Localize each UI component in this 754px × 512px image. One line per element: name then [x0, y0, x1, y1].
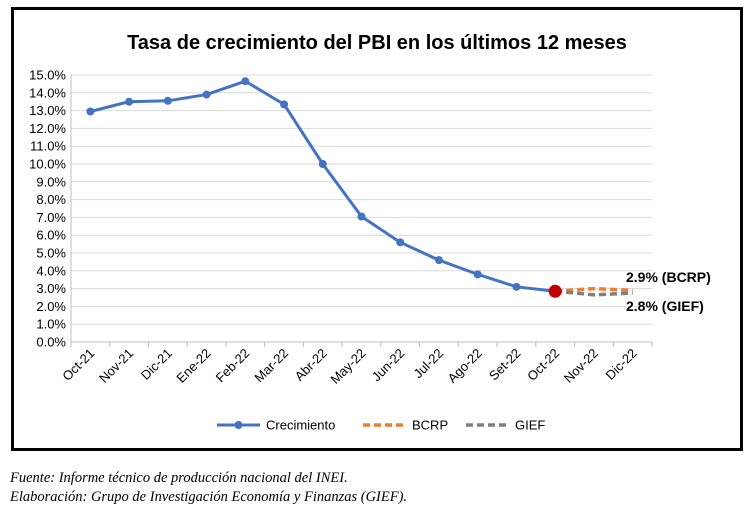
y-tick-label: 11.0%	[30, 139, 66, 154]
y-tick-label: 2.0%	[36, 299, 66, 314]
x-tick-label: Oct-22	[524, 346, 562, 384]
y-tick-label: 7.0%	[36, 210, 66, 225]
x-tick-label: Nov-22	[561, 346, 601, 386]
data-point	[163, 96, 172, 105]
x-tick-label: Abr-22	[292, 346, 330, 384]
data-point	[125, 97, 134, 106]
y-axis: 0.0% 1.0% 2.0% 3.0% 4.0% 5.0% 6.0% 7.0% 8.0% 9.0%…	[29, 68, 652, 350]
x-tick-label: Mar-22	[251, 346, 291, 386]
legend: Crecimiento BCRP GIEF	[217, 418, 545, 433]
x-tick-label: Oct-21	[59, 346, 97, 384]
x-tick-label: May-22	[327, 346, 368, 387]
x-tick-label: Set-22	[486, 346, 524, 384]
y-tick-label: 9.0%	[36, 174, 66, 189]
series-line-bcrp	[555, 286, 633, 294]
y-tick-label: 8.0%	[36, 192, 66, 207]
series-line-gief	[555, 289, 633, 297]
y-tick-label: 13.0%	[29, 103, 66, 118]
y-tick-label: 6.0%	[36, 228, 66, 243]
data-point	[473, 270, 482, 279]
gridlines	[71, 74, 652, 325]
chart: Tasa de crecimiento del PBI en los últim…	[29, 32, 711, 433]
data-point	[512, 282, 521, 291]
y-tick-label: 3.0%	[36, 281, 66, 296]
series-line-crecimiento	[89, 79, 556, 293]
x-tick-label: Jul-22	[410, 346, 446, 382]
y-tick-label: 4.0%	[36, 263, 66, 278]
legend-label: BCRP	[412, 418, 448, 433]
y-tick-label: 14.0%	[29, 85, 66, 100]
x-tick-label: Jun-22	[369, 346, 408, 385]
source-note: Fuente: Informe técnico de producción na…	[10, 470, 348, 486]
x-tick-label: Nov-21	[96, 346, 136, 386]
x-tick-label: Ene-22	[173, 346, 213, 386]
data-point	[357, 212, 366, 221]
legend-marker	[234, 421, 243, 429]
data-point	[202, 90, 211, 99]
y-tick-label: 0.0%	[36, 335, 66, 350]
chart-frame	[11, 7, 743, 451]
legend-label: Crecimiento	[266, 418, 335, 433]
data-point	[241, 77, 250, 86]
annotation-gief: 2.8% (GIEF)	[626, 298, 704, 314]
highlight-point	[548, 284, 562, 298]
plot-area	[86, 77, 633, 298]
data-point	[318, 160, 327, 168]
legend-label: GIEF	[515, 418, 545, 433]
footer: Fuente: Informe técnico de producción na…	[10, 469, 407, 507]
annotation-bcrp: 2.9% (BCRP)	[626, 269, 711, 285]
x-tick-label: Ago-22	[445, 346, 485, 386]
y-tick-label: 10.0%	[29, 157, 66, 172]
y-tick-label: 15.0%	[29, 68, 66, 83]
data-point	[396, 238, 405, 247]
x-tick-label: Dic-21	[138, 346, 175, 383]
y-tick-label: 1.0%	[36, 317, 66, 332]
author-note: Elaboración: Grupo de Investigación Econ…	[10, 489, 408, 505]
y-tick-label: 12.0%	[29, 121, 66, 136]
x-tick-label: Dic-22	[603, 346, 640, 383]
data-point	[86, 107, 95, 116]
data-point	[434, 256, 443, 265]
data-point	[280, 100, 289, 109]
y-tick-label: 5.0%	[36, 246, 66, 261]
chart-title: Tasa de crecimiento del PBI en los últim…	[127, 32, 627, 54]
x-tick-label: Feb-22	[213, 346, 253, 386]
